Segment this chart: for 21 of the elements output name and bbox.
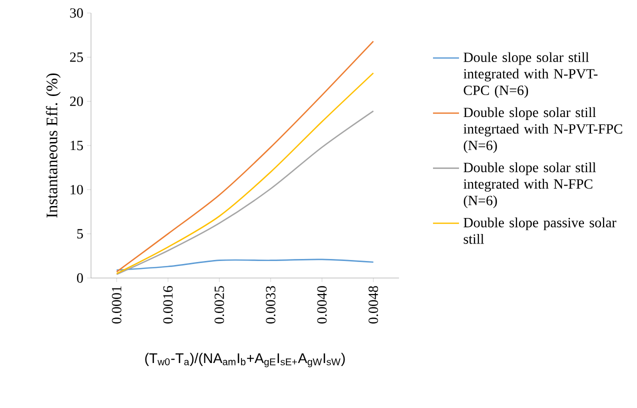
legend-label: Double slope solar still integrated with N-FPC (N=6) <box>464 162 596 208</box>
x-tick-label: 0.0033 <box>266 286 276 324</box>
y-tick-label: 0 <box>77 273 83 283</box>
legend-label: Double slope solar still integrtaed with N-PVT-FPC (N=6) <box>464 107 622 153</box>
x-tick-label: 0.0001 <box>112 286 122 324</box>
y-tick-label: 25 <box>70 52 83 62</box>
x-tick-label: 0.0040 <box>317 286 327 324</box>
line-series <box>116 258 374 271</box>
x-tick-label: 0.0025 <box>214 286 224 324</box>
y-tick-label: 15 <box>70 140 83 150</box>
legend-label: Double slope passive solar still <box>464 217 616 244</box>
y-tick-label: 30 <box>70 8 83 18</box>
y-tick-label: 20 <box>70 96 83 106</box>
legend-label: Doule slope solar still integrated with N-PVT-CPC (N=6) <box>464 52 598 98</box>
y-tick-label: 10 <box>70 184 83 194</box>
text: (T$_{w0}$-T$_{a}$)/(NA$_{am}$I$_{b}$+A$_{gE}$I$_{sE+}$A$_{gW}$I$_{sW}$) <box>145 352 345 368</box>
y-tick-label: 5 <box>77 229 83 238</box>
line-series <box>116 110 374 276</box>
y-axis-title: Instantaneous Eff. (%) <box>46 73 61 218</box>
x-tick-label: 0.0048 <box>368 286 378 324</box>
x-tick-label: 0.0016 <box>163 286 173 324</box>
